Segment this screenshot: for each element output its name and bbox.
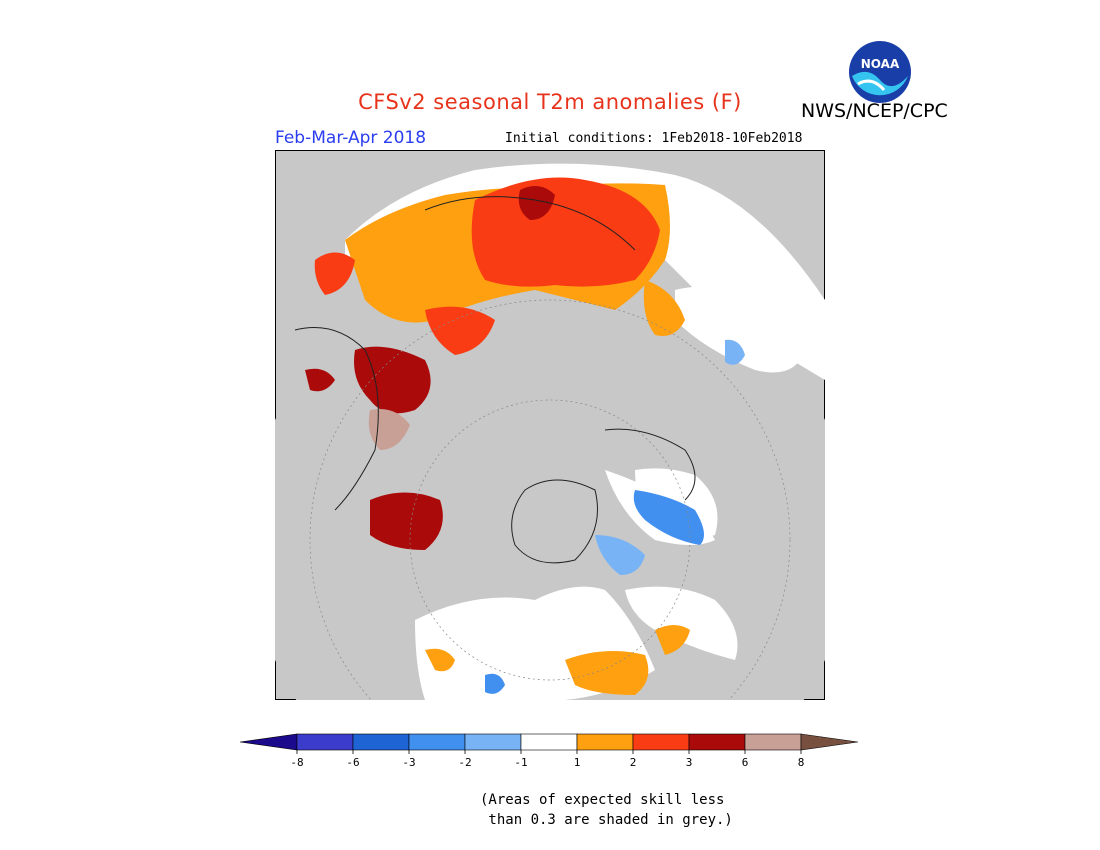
anomaly-orange-south bbox=[565, 651, 649, 695]
colorbar-swatch bbox=[632, 733, 690, 751]
colorbar-tick-label: -1 bbox=[514, 756, 527, 769]
colorbar-arrow-low bbox=[239, 733, 298, 751]
colorbar-tick-label: -6 bbox=[346, 756, 359, 769]
anomaly-darkred-west bbox=[354, 346, 431, 414]
colorbar-swatch bbox=[296, 733, 354, 751]
colorbar-tick-label: 6 bbox=[742, 756, 749, 769]
anomaly-red-north bbox=[471, 177, 660, 287]
anomaly-blue-east bbox=[633, 490, 704, 545]
anomaly-white-se bbox=[625, 586, 738, 660]
colorbar-tick-label: 8 bbox=[798, 756, 805, 769]
colorbar-swatch bbox=[408, 733, 466, 751]
polar-map bbox=[275, 150, 825, 700]
logo-text: NOAA bbox=[861, 57, 900, 71]
anomaly-orange-sw bbox=[425, 648, 455, 672]
coastline bbox=[604, 428, 696, 501]
coastline bbox=[424, 196, 636, 251]
skill-note-line1: (Areas of expected skill less bbox=[480, 792, 725, 808]
colorbar-tick-label: 2 bbox=[630, 756, 637, 769]
colorbar-tick-label: 1 bbox=[574, 756, 581, 769]
anomaly-pink-west bbox=[368, 409, 410, 450]
anomaly-darkred-north bbox=[518, 186, 555, 220]
colorbar-swatch bbox=[744, 733, 802, 751]
latitude-circle bbox=[309, 299, 791, 700]
chart-title: CFSv2 seasonal T2m anomalies (F) bbox=[358, 90, 742, 114]
colorbar-tick-label: -8 bbox=[290, 756, 303, 769]
anomaly-blue-south bbox=[485, 673, 505, 694]
colorbar-arrow-high bbox=[800, 733, 859, 751]
skill-note: (Areas of expected skill less than 0.3 a… bbox=[480, 790, 733, 830]
coastline bbox=[294, 327, 379, 511]
colorbar: -8 -6 -3 -2 -1 1 2 3 6 8 bbox=[239, 733, 859, 769]
agency-label: NWS/NCEP/CPC bbox=[801, 100, 948, 122]
colorbar-swatch bbox=[520, 733, 578, 751]
initial-conditions-label: Initial conditions: 1Feb2018-10Feb2018 bbox=[505, 131, 803, 146]
colorbar-tick-label: 3 bbox=[686, 756, 693, 769]
anomaly-darkred-sw bbox=[370, 492, 443, 550]
colorbar-swatch bbox=[352, 733, 410, 751]
anomaly-white-north bbox=[345, 163, 825, 380]
anomaly-darkred-small bbox=[305, 368, 335, 392]
coastline bbox=[511, 479, 598, 564]
latitude-circle bbox=[409, 399, 691, 681]
colorbar-tick-label: -3 bbox=[402, 756, 415, 769]
anomaly-blue-ne bbox=[725, 339, 745, 365]
colorbar-swatch bbox=[464, 733, 522, 751]
colorbar-swatch bbox=[576, 733, 634, 751]
season-label: Feb-Mar-Apr 2018 bbox=[275, 128, 427, 148]
anomaly-red-nw bbox=[314, 252, 355, 295]
anomaly-orange-east bbox=[643, 280, 685, 336]
anomaly-orange-se bbox=[655, 625, 690, 655]
colorbar-swatch bbox=[688, 733, 746, 751]
anomaly-red-mid bbox=[425, 306, 495, 355]
noaa-logo: NOAA bbox=[849, 41, 911, 103]
anomaly-white-ne bbox=[675, 286, 805, 373]
colorbar-tick-label: -2 bbox=[458, 756, 471, 769]
skill-note-line2: than 0.3 are shaded in grey.) bbox=[480, 812, 733, 828]
anomaly-blue-se bbox=[595, 535, 645, 575]
